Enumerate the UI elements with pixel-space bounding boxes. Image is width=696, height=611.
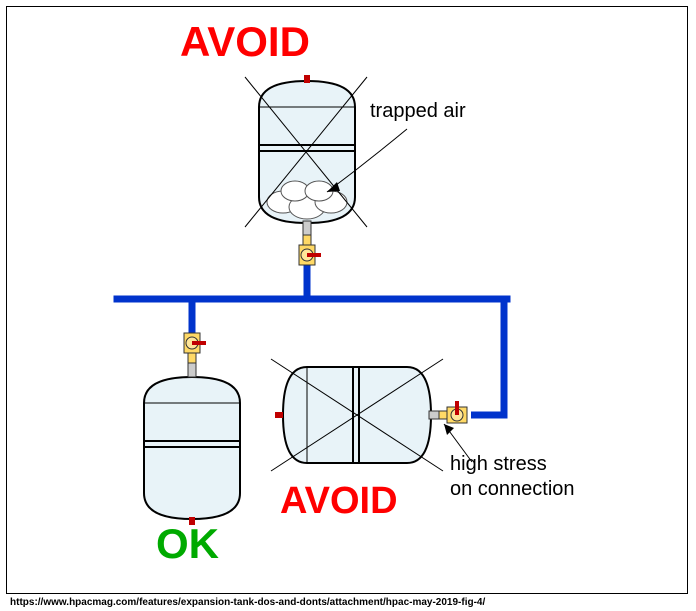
label-trapped-air: trapped air [370,100,466,123]
label-avoid-bottom: AVOID [280,480,398,523]
label-high-stress-l1: high stress [450,453,547,476]
valve-ok [184,333,206,363]
tank-side [271,359,443,471]
label-ok: OK [156,520,219,568]
label-high-stress-l2: on connection [450,478,575,501]
tank-top [245,75,367,235]
valve-side [437,401,467,423]
source-url: https://www.hpacmag.com/features/expansi… [10,597,485,608]
valve-top [299,235,321,265]
label-avoid-top: AVOID [180,18,310,66]
tank-ok [144,363,240,525]
